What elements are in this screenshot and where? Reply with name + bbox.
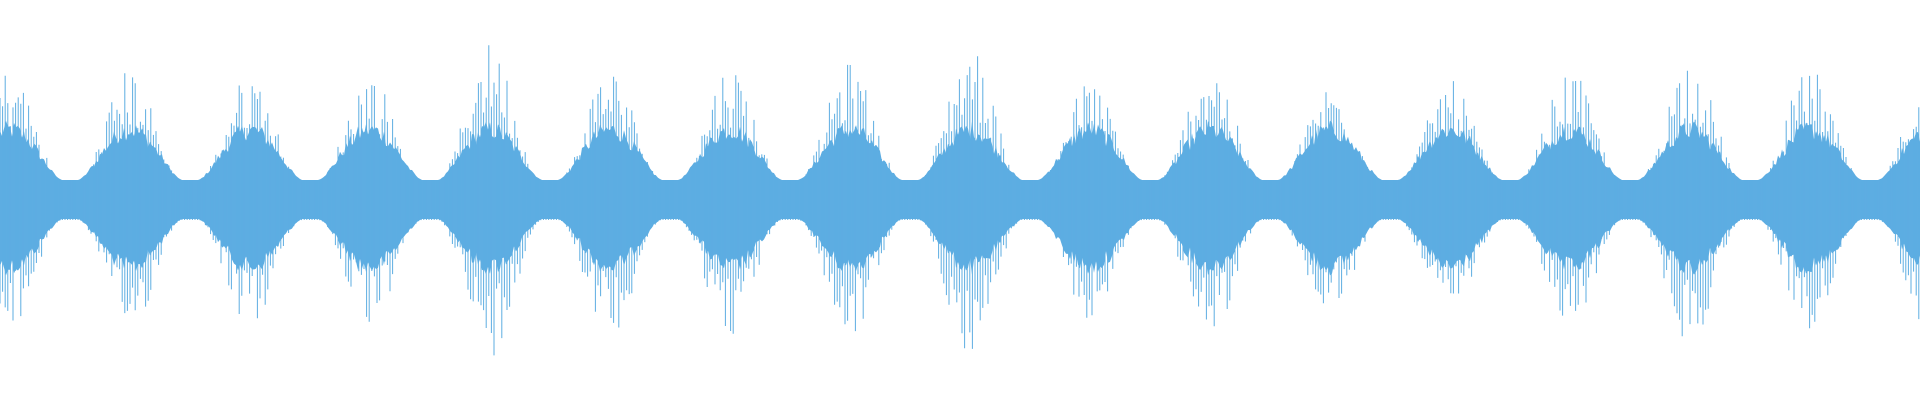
waveform-bars bbox=[0, 45, 1920, 356]
waveform-body bbox=[0, 120, 1920, 276]
